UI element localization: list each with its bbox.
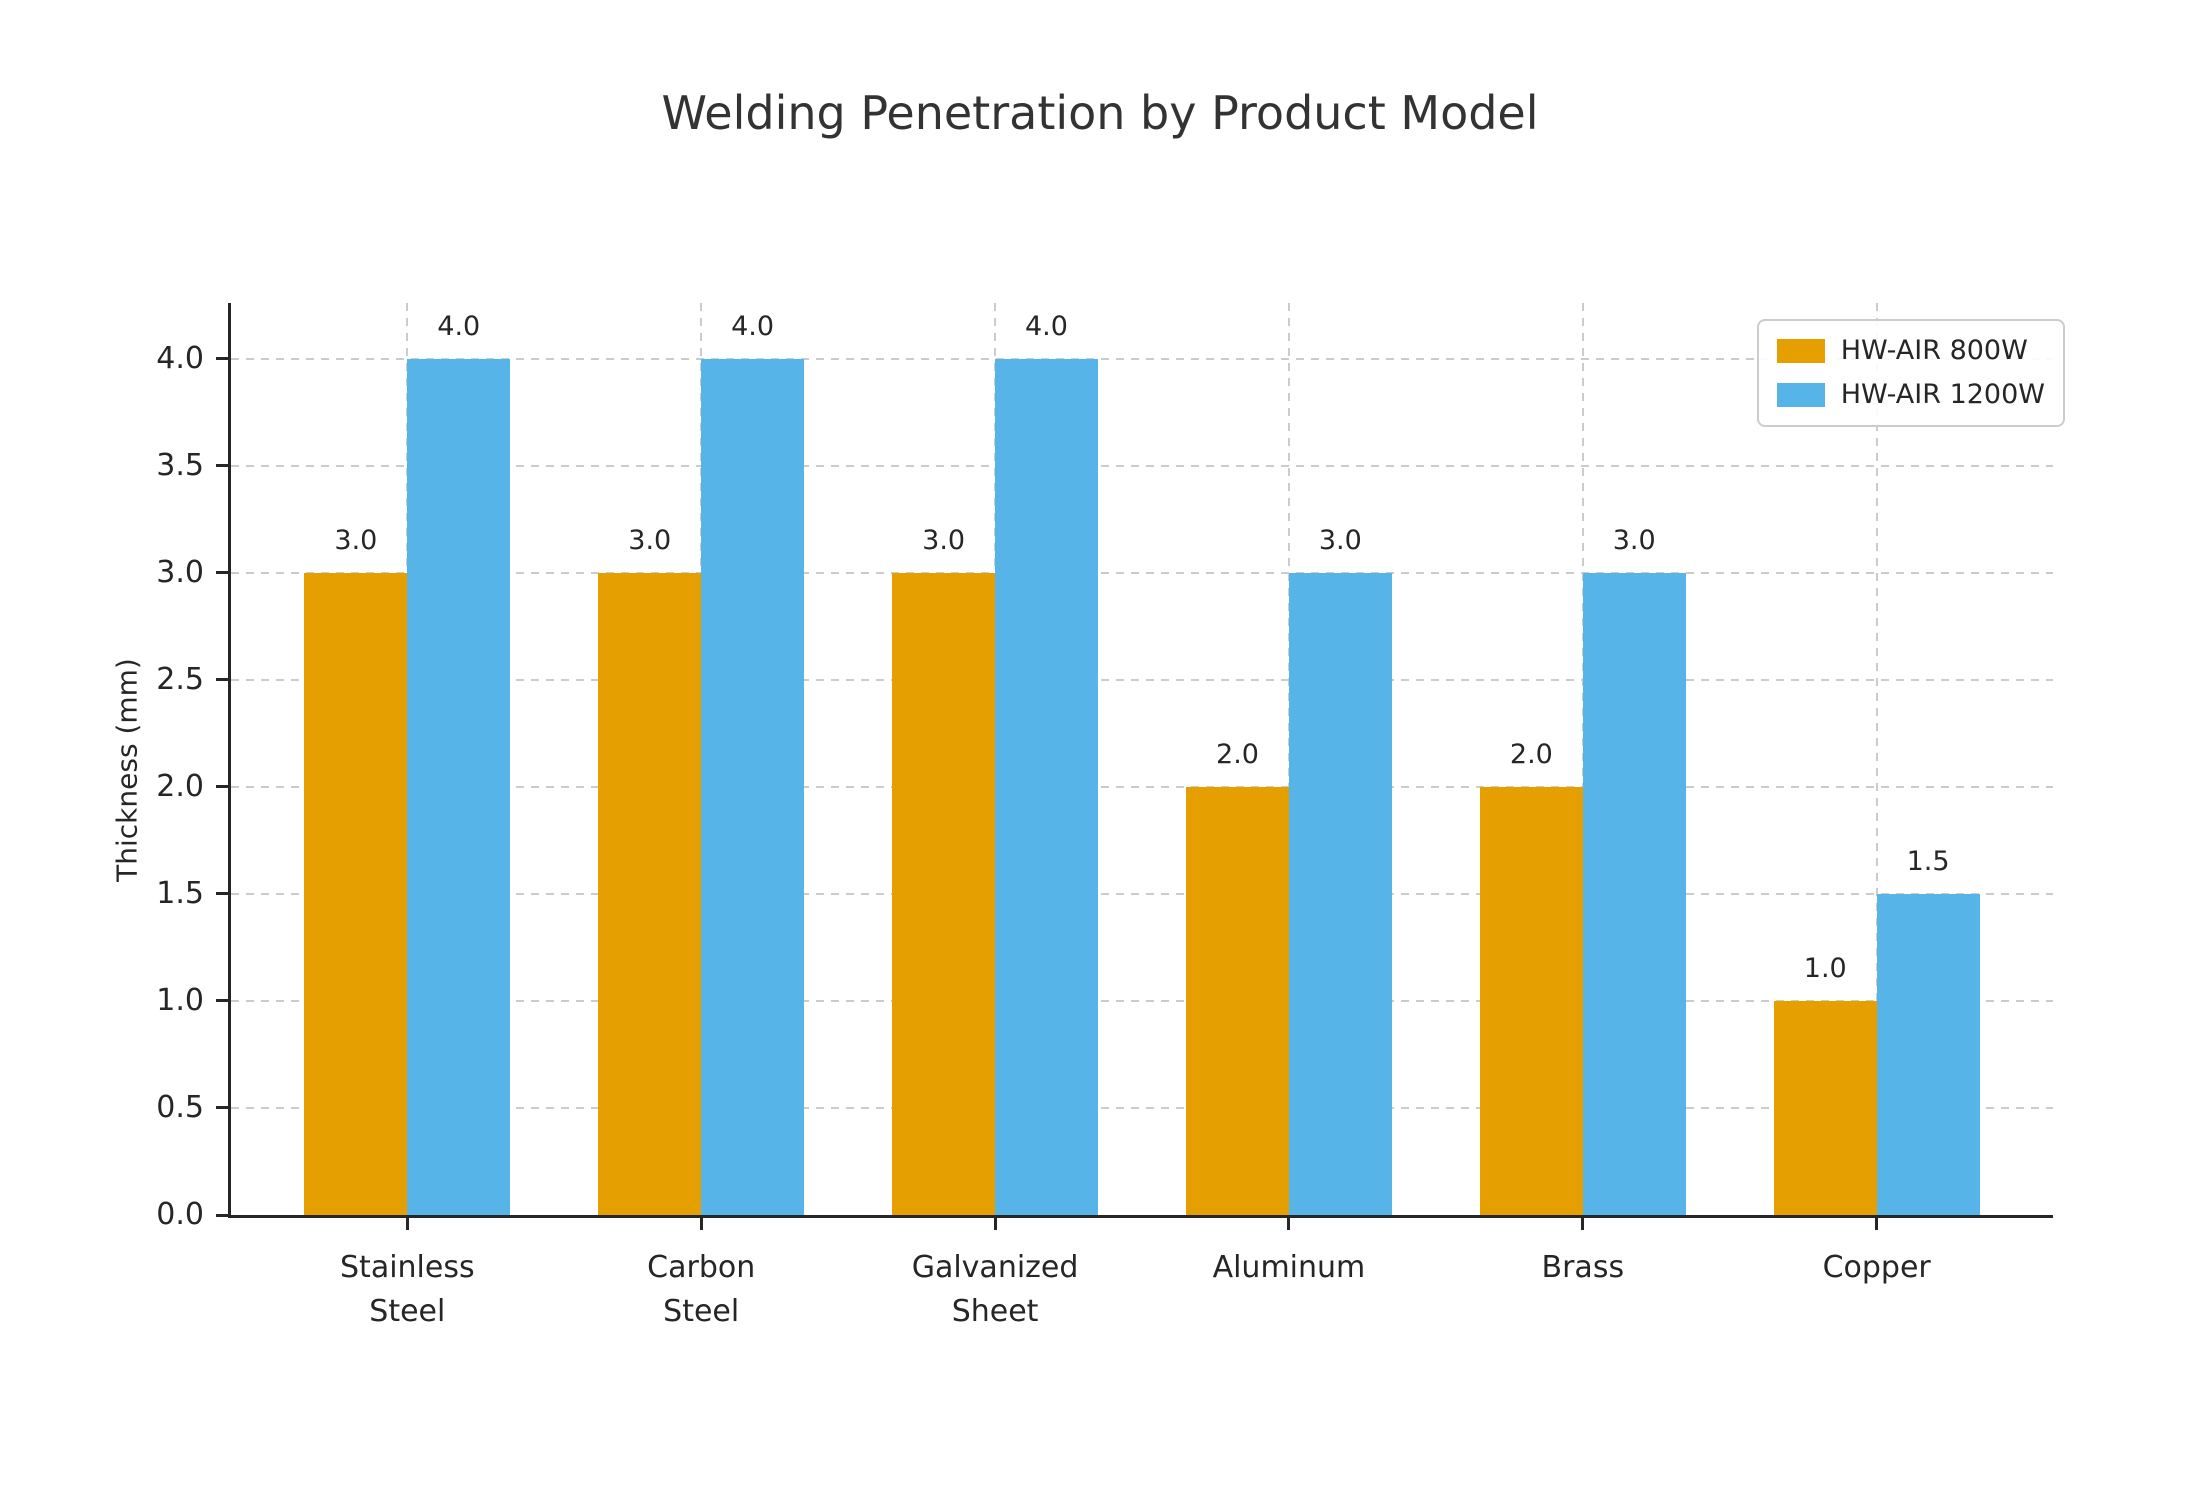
x-tick-label: Carbon Steel xyxy=(647,1250,756,1329)
x-tick-label: Brass xyxy=(1541,1250,1625,1285)
y-tick-mark xyxy=(216,785,228,789)
legend-item-label: HW-AIR 800W xyxy=(1840,335,2028,366)
bar xyxy=(1288,572,1392,1215)
bar xyxy=(1773,1000,1877,1215)
y-tick-mark xyxy=(216,678,228,682)
y-tick-label: 2.5 xyxy=(156,661,204,697)
legend-item: HW-AIR 800W xyxy=(1776,333,2045,369)
y-tick-mark xyxy=(216,999,228,1003)
chart-title: Welding Penetration by Product Model xyxy=(661,86,1539,140)
gridline-horizontal xyxy=(231,1106,2053,1109)
bar xyxy=(1582,572,1686,1215)
y-tick-label: 1.0 xyxy=(156,982,204,1018)
x-tick-label: Galvanized Sheet xyxy=(911,1250,1079,1329)
legend: HW-AIR 800W HW-AIR 1200W xyxy=(1756,319,2065,427)
bar-value-label: 3.0 xyxy=(334,524,378,556)
y-tick-mark xyxy=(216,357,228,361)
x-tick-label: Aluminum xyxy=(1212,1250,1366,1285)
bar xyxy=(407,358,511,1215)
bar xyxy=(304,572,408,1215)
legend-item-label: HW-AIR 1200W xyxy=(1840,379,2045,410)
x-tick-mark xyxy=(699,1218,703,1230)
x-tick-mark xyxy=(1875,1218,1879,1230)
y-tick-label: 0.0 xyxy=(156,1197,204,1232)
gridline-horizontal xyxy=(231,892,2053,895)
y-tick-label: 4.0 xyxy=(156,340,204,376)
gridline-vertical xyxy=(1875,303,1878,1215)
x-tick-mark xyxy=(1581,1218,1585,1230)
legend-item: HW-AIR 1200W xyxy=(1776,377,2045,413)
bar xyxy=(701,358,805,1215)
gridline-horizontal xyxy=(231,678,2053,681)
bar-value-label: 4.0 xyxy=(731,310,775,342)
bar xyxy=(1186,786,1289,1215)
bar-value-label: 3.0 xyxy=(1318,524,1362,556)
bar-value-label: 3.0 xyxy=(628,524,672,556)
bar xyxy=(1876,893,1980,1215)
bar-value-label: 4.0 xyxy=(437,310,481,342)
bar-value-label: 1.0 xyxy=(1803,952,1847,984)
gridline-horizontal xyxy=(231,357,2053,360)
legend-swatch xyxy=(1776,383,1825,407)
bar xyxy=(995,358,1098,1215)
y-tick-label: 3.5 xyxy=(156,447,204,483)
gridline-horizontal xyxy=(231,999,2053,1002)
y-tick-mark xyxy=(216,1106,228,1110)
y-tick-mark xyxy=(216,892,228,896)
x-tick-mark xyxy=(993,1218,997,1230)
bar-value-label: 3.0 xyxy=(1612,524,1656,556)
bar xyxy=(598,572,702,1215)
bar-value-label: 2.0 xyxy=(1509,738,1553,770)
gridline-horizontal xyxy=(231,571,2053,574)
gridline-horizontal xyxy=(231,464,2053,467)
x-tick-mark xyxy=(405,1218,409,1230)
x-tick-label: Stainless Steel xyxy=(340,1250,475,1329)
legend-swatch xyxy=(1776,339,1825,363)
y-tick-label: 3.0 xyxy=(156,554,204,590)
x-tick-mark xyxy=(1287,1218,1291,1230)
x-tick-label: Copper xyxy=(1822,1250,1931,1285)
bar-value-label: 3.0 xyxy=(922,524,966,556)
y-tick-label: 2.0 xyxy=(156,768,204,804)
y-tick-label: 1.5 xyxy=(156,875,204,911)
plot-area: HW-AIR 800W HW-AIR 1200W 3.0 3.0 3.0 2.0 2.0 1… xyxy=(156,303,2065,1329)
y-tick-mark xyxy=(216,571,228,575)
y-tick-label: 0.5 xyxy=(156,1089,204,1125)
gridline-horizontal xyxy=(231,785,2053,788)
bar-value-label: 4.0 xyxy=(1025,310,1068,342)
y-tick-mark xyxy=(216,464,228,468)
bar-value-label: 2.0 xyxy=(1216,738,1259,770)
bar xyxy=(1479,786,1583,1215)
y-tick-mark xyxy=(216,1213,228,1217)
bar xyxy=(892,572,996,1215)
bar-value-label: 1.5 xyxy=(1906,845,1950,877)
